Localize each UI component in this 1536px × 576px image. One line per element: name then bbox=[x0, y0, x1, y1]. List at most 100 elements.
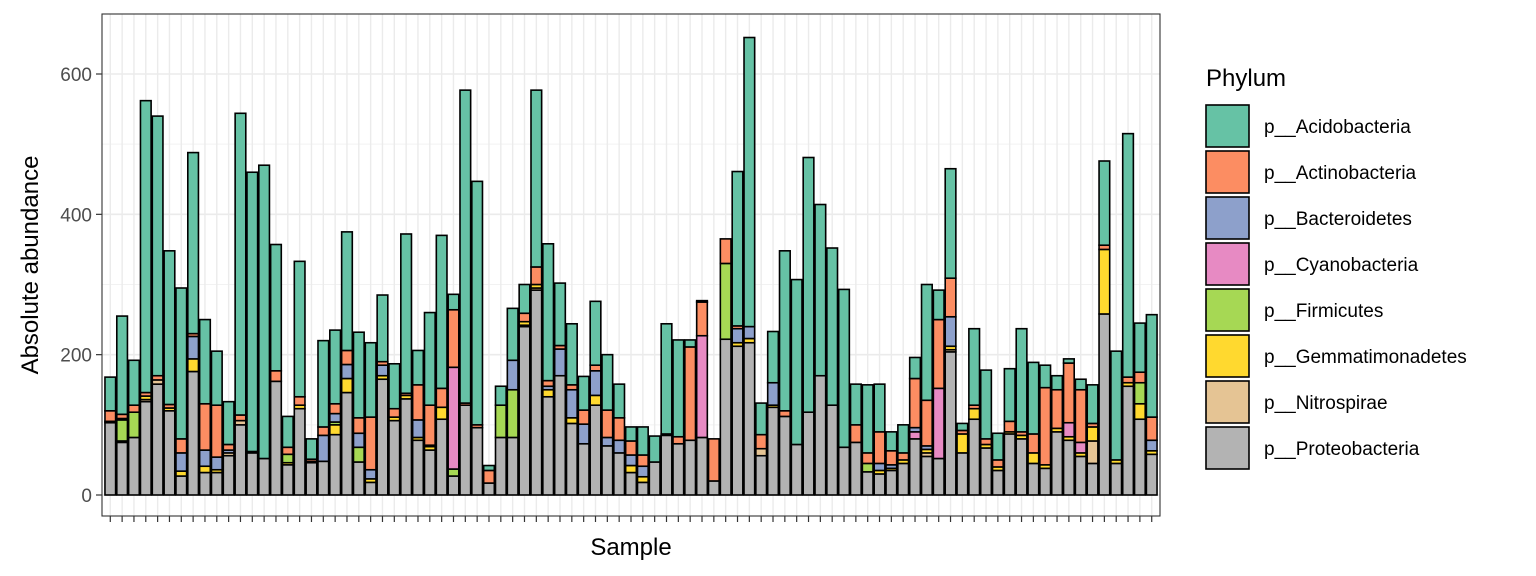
bar-segment-acidobacteria bbox=[849, 383, 862, 426]
legend-item: p__Firmicutes bbox=[1205, 288, 1383, 332]
bar-segment-proteobacteria bbox=[1039, 467, 1052, 496]
bar-segment-proteobacteria bbox=[506, 436, 519, 496]
bar-segment-acidobacteria bbox=[340, 231, 354, 352]
sample-bar bbox=[471, 180, 484, 496]
bar-segment-proteobacteria bbox=[340, 391, 354, 496]
bar-segment-cyanobacteria bbox=[932, 387, 945, 460]
sample-bar bbox=[1050, 374, 1064, 496]
bar-segment-proteobacteria bbox=[447, 475, 460, 496]
bar-segment-acidobacteria bbox=[1110, 350, 1123, 461]
bar-segment-proteobacteria bbox=[968, 418, 981, 496]
bar-segment-proteobacteria bbox=[269, 380, 283, 496]
sample-bar bbox=[210, 350, 223, 496]
bar-segment-acidobacteria bbox=[246, 171, 259, 453]
bar-segment-actinobacteria bbox=[222, 443, 235, 451]
bar-segment-acidobacteria bbox=[305, 438, 318, 461]
bar-segment-proteobacteria bbox=[388, 419, 401, 496]
bar-segment-acidobacteria bbox=[281, 415, 294, 449]
bar-segment-acidobacteria bbox=[542, 243, 555, 382]
bar-segment-bacteroidetes bbox=[198, 449, 212, 468]
bar-segment-proteobacteria bbox=[755, 454, 768, 496]
bar-segment-acidobacteria bbox=[269, 243, 283, 372]
bar-segment-acidobacteria bbox=[1145, 313, 1158, 418]
bar-segment-acidobacteria bbox=[731, 170, 744, 327]
sample-bar bbox=[151, 115, 164, 496]
bar-segment-actinobacteria bbox=[447, 308, 460, 369]
bar-segment-cyanobacteria bbox=[695, 334, 709, 439]
bar-segment-actinobacteria bbox=[1145, 416, 1158, 442]
legend-label: p__Actinobacteria bbox=[1264, 163, 1417, 184]
sample-bar bbox=[305, 438, 318, 496]
bar-segment-bacteroidetes bbox=[553, 348, 567, 377]
bar-segment-proteobacteria bbox=[542, 395, 555, 496]
bar-segment-proteobacteria bbox=[104, 421, 117, 496]
bar-segment-acidobacteria bbox=[897, 424, 910, 454]
bar-segment-acidobacteria bbox=[672, 339, 685, 438]
bar-segment-proteobacteria bbox=[636, 481, 649, 496]
bar-segment-acidobacteria bbox=[837, 288, 851, 449]
bar-segment-acidobacteria bbox=[968, 327, 981, 406]
legend-swatch bbox=[1205, 242, 1250, 286]
bar-segment-proteobacteria bbox=[530, 289, 543, 496]
sample-bar bbox=[317, 339, 330, 496]
bar-segment-proteobacteria bbox=[246, 452, 259, 496]
bar-segment-proteobacteria bbox=[317, 460, 330, 496]
bar-segment-acidobacteria bbox=[506, 307, 519, 362]
sample-bar bbox=[1133, 322, 1147, 496]
bar-segment-actinobacteria bbox=[684, 346, 697, 442]
bar-segment-firmicutes bbox=[281, 453, 294, 464]
bar-segment-proteobacteria bbox=[920, 455, 933, 496]
bar-segment-actinobacteria bbox=[175, 438, 188, 454]
bar-segment-acidobacteria bbox=[222, 400, 235, 446]
bar-segment-actinobacteria bbox=[435, 387, 448, 409]
sample-bar bbox=[956, 422, 969, 496]
bar-segment-gemmatimonadetes bbox=[1098, 248, 1111, 315]
bar-segment-acidobacteria bbox=[210, 350, 223, 406]
bar-segment-actinobacteria bbox=[1039, 386, 1052, 466]
bar-segment-bacteroidetes bbox=[873, 462, 886, 472]
sample-bar bbox=[423, 311, 436, 496]
sample-bar bbox=[731, 170, 744, 496]
bar-segment-bacteroidetes bbox=[1145, 439, 1158, 452]
bar-segment-acidobacteria bbox=[932, 289, 945, 321]
bar-segment-proteobacteria bbox=[814, 374, 827, 496]
bar-segment-acidobacteria bbox=[198, 318, 212, 405]
legend-label: p__Firmicutes bbox=[1264, 301, 1383, 322]
bar-segment-actinobacteria bbox=[482, 469, 496, 484]
bar-segment-actinobacteria bbox=[589, 364, 602, 372]
bar-segment-acidobacteria bbox=[139, 99, 152, 394]
bar-segment-actinobacteria bbox=[518, 312, 531, 323]
bar-segment-acidobacteria bbox=[577, 375, 590, 411]
bar-segment-acidobacteria bbox=[660, 322, 673, 435]
sample-bar bbox=[826, 247, 839, 496]
bar-segment-gemmatimonadetes bbox=[956, 433, 969, 454]
sample-bar bbox=[1110, 350, 1123, 496]
bar-segment-actinobacteria bbox=[849, 424, 862, 444]
bar-segment-proteobacteria bbox=[482, 482, 496, 496]
sample-bar bbox=[530, 89, 543, 496]
bar-segment-acidobacteria bbox=[151, 115, 164, 377]
bar-segment-acidobacteria bbox=[388, 362, 401, 410]
sample-bar bbox=[115, 315, 129, 496]
sample-bar bbox=[790, 278, 803, 496]
bar-segment-actinobacteria bbox=[755, 433, 768, 450]
bar-segment-actinobacteria bbox=[281, 446, 294, 456]
bar-segment-acidobacteria bbox=[1074, 378, 1087, 391]
bar-segment-proteobacteria bbox=[601, 445, 614, 496]
bar-segment-proteobacteria bbox=[186, 370, 200, 496]
legend-swatch bbox=[1205, 288, 1250, 332]
bar-segment-proteobacteria bbox=[849, 441, 862, 496]
bar-segment-gemmatimonadetes bbox=[198, 465, 212, 474]
sample-bar bbox=[944, 167, 957, 496]
bar-segment-actinobacteria bbox=[340, 349, 354, 366]
bar-segment-actinobacteria bbox=[613, 417, 626, 442]
bar-segment-acidobacteria bbox=[293, 260, 306, 398]
sample-bar bbox=[139, 99, 152, 496]
bar-segment-bacteroidetes bbox=[613, 439, 626, 454]
bar-segment-firmicutes bbox=[115, 419, 129, 442]
bar-segment-cyanobacteria bbox=[447, 366, 460, 470]
bar-segment-gemmatimonadetes bbox=[1133, 402, 1147, 421]
sample-bar bbox=[565, 322, 578, 496]
sample-bar bbox=[104, 376, 117, 496]
legend-swatch bbox=[1205, 380, 1250, 424]
